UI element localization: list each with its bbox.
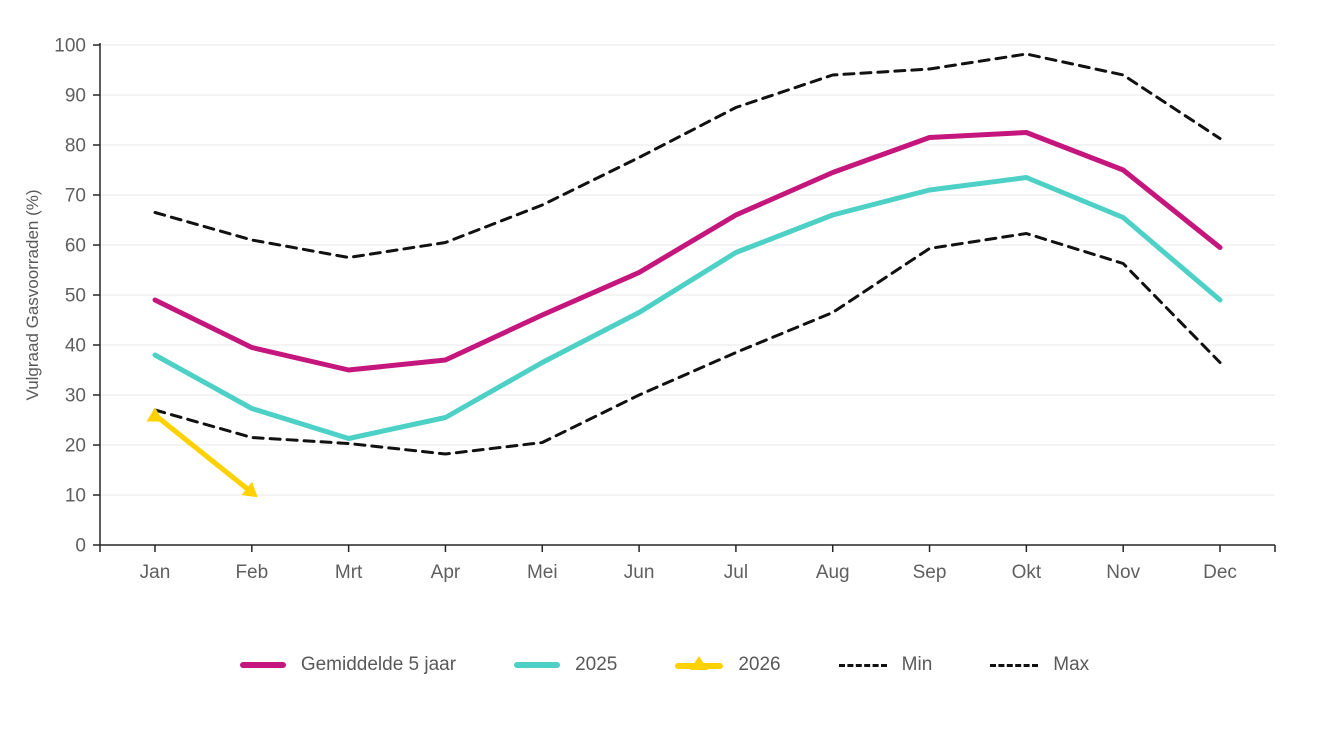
x-tick-label-feb: Feb xyxy=(235,562,268,583)
legend-swatch-triangle-icon xyxy=(690,656,709,670)
series-line-2026 xyxy=(152,412,255,495)
x-tick-label-mei: Mei xyxy=(527,562,558,583)
legend-item-min[interactable]: Min xyxy=(838,654,933,676)
legend-label: Min xyxy=(901,654,933,675)
chart-legend: Gemiddelde 5 jaar 2025 2026 Min Max xyxy=(0,654,1329,676)
series-line-max xyxy=(153,52,1222,259)
legend-swatch-dashed-line-icon xyxy=(838,663,887,667)
y-tick-label: 90 xyxy=(65,86,86,107)
series-line-gemiddelde-5-jaar xyxy=(152,130,1223,373)
x-tick-label-jun: Jun xyxy=(624,562,655,583)
y-tick-label: 100 xyxy=(54,36,86,57)
x-tick-label-okt: Okt xyxy=(1012,562,1042,583)
x-tick-label-jul: Jul xyxy=(724,562,748,583)
y-tick-label: 40 xyxy=(65,336,86,357)
chart-plot-area: 0 10 20 30 40 50 60 70 80 90 100 Jan Feb Mrt Apr Mei Jun… xyxy=(23,36,1276,583)
y-axis-title: Vulgraad Gasvoorraden (%) xyxy=(23,189,42,400)
x-tick-label-dec: Dec xyxy=(1203,562,1237,583)
legend-swatch-solid-line-icon xyxy=(239,662,286,668)
legend-item-max[interactable]: Max xyxy=(990,654,1089,676)
x-tick-label-sep: Sep xyxy=(913,562,947,583)
x-tick-label-nov: Nov xyxy=(1106,562,1140,583)
y-tick-label: 80 xyxy=(65,136,86,157)
y-tick-label: 30 xyxy=(65,386,86,407)
y-tick-label: 50 xyxy=(65,286,86,307)
series-line-2025 xyxy=(152,175,1223,441)
marker-arrowhead-2026 xyxy=(241,481,258,498)
legend-label: 2025 xyxy=(575,654,618,675)
legend-label: 2026 xyxy=(738,654,781,675)
x-tick-label-mrt: Mrt xyxy=(335,562,363,583)
y-tick-label: 0 xyxy=(75,536,86,557)
legend-item-2025[interactable]: 2025 xyxy=(514,654,617,676)
legend-label: Max xyxy=(1053,654,1090,675)
x-tick-label-aug: Aug xyxy=(816,562,850,583)
y-tick-label: 10 xyxy=(65,486,86,507)
marker-triangle-2026 xyxy=(146,407,164,422)
legend-swatch-solid-line-icon xyxy=(514,662,561,668)
legend-item-gemiddelde-5-jaar[interactable]: Gemiddelde 5 jaar xyxy=(239,654,457,676)
y-tick-label: 70 xyxy=(65,186,86,207)
x-tick-label-jan: Jan xyxy=(140,562,171,583)
legend-item-2026[interactable]: 2026 xyxy=(675,654,781,676)
x-tick-label-apr: Apr xyxy=(431,562,461,583)
legend-label: Gemiddelde 5 jaar xyxy=(300,654,457,675)
y-tick-label: 60 xyxy=(65,236,86,257)
y-tick-label: 20 xyxy=(65,436,86,457)
legend-swatch-dashed-line-icon xyxy=(990,663,1039,667)
legend-swatch-line-triangle-icon xyxy=(675,656,724,674)
series-line-min xyxy=(153,232,1222,456)
